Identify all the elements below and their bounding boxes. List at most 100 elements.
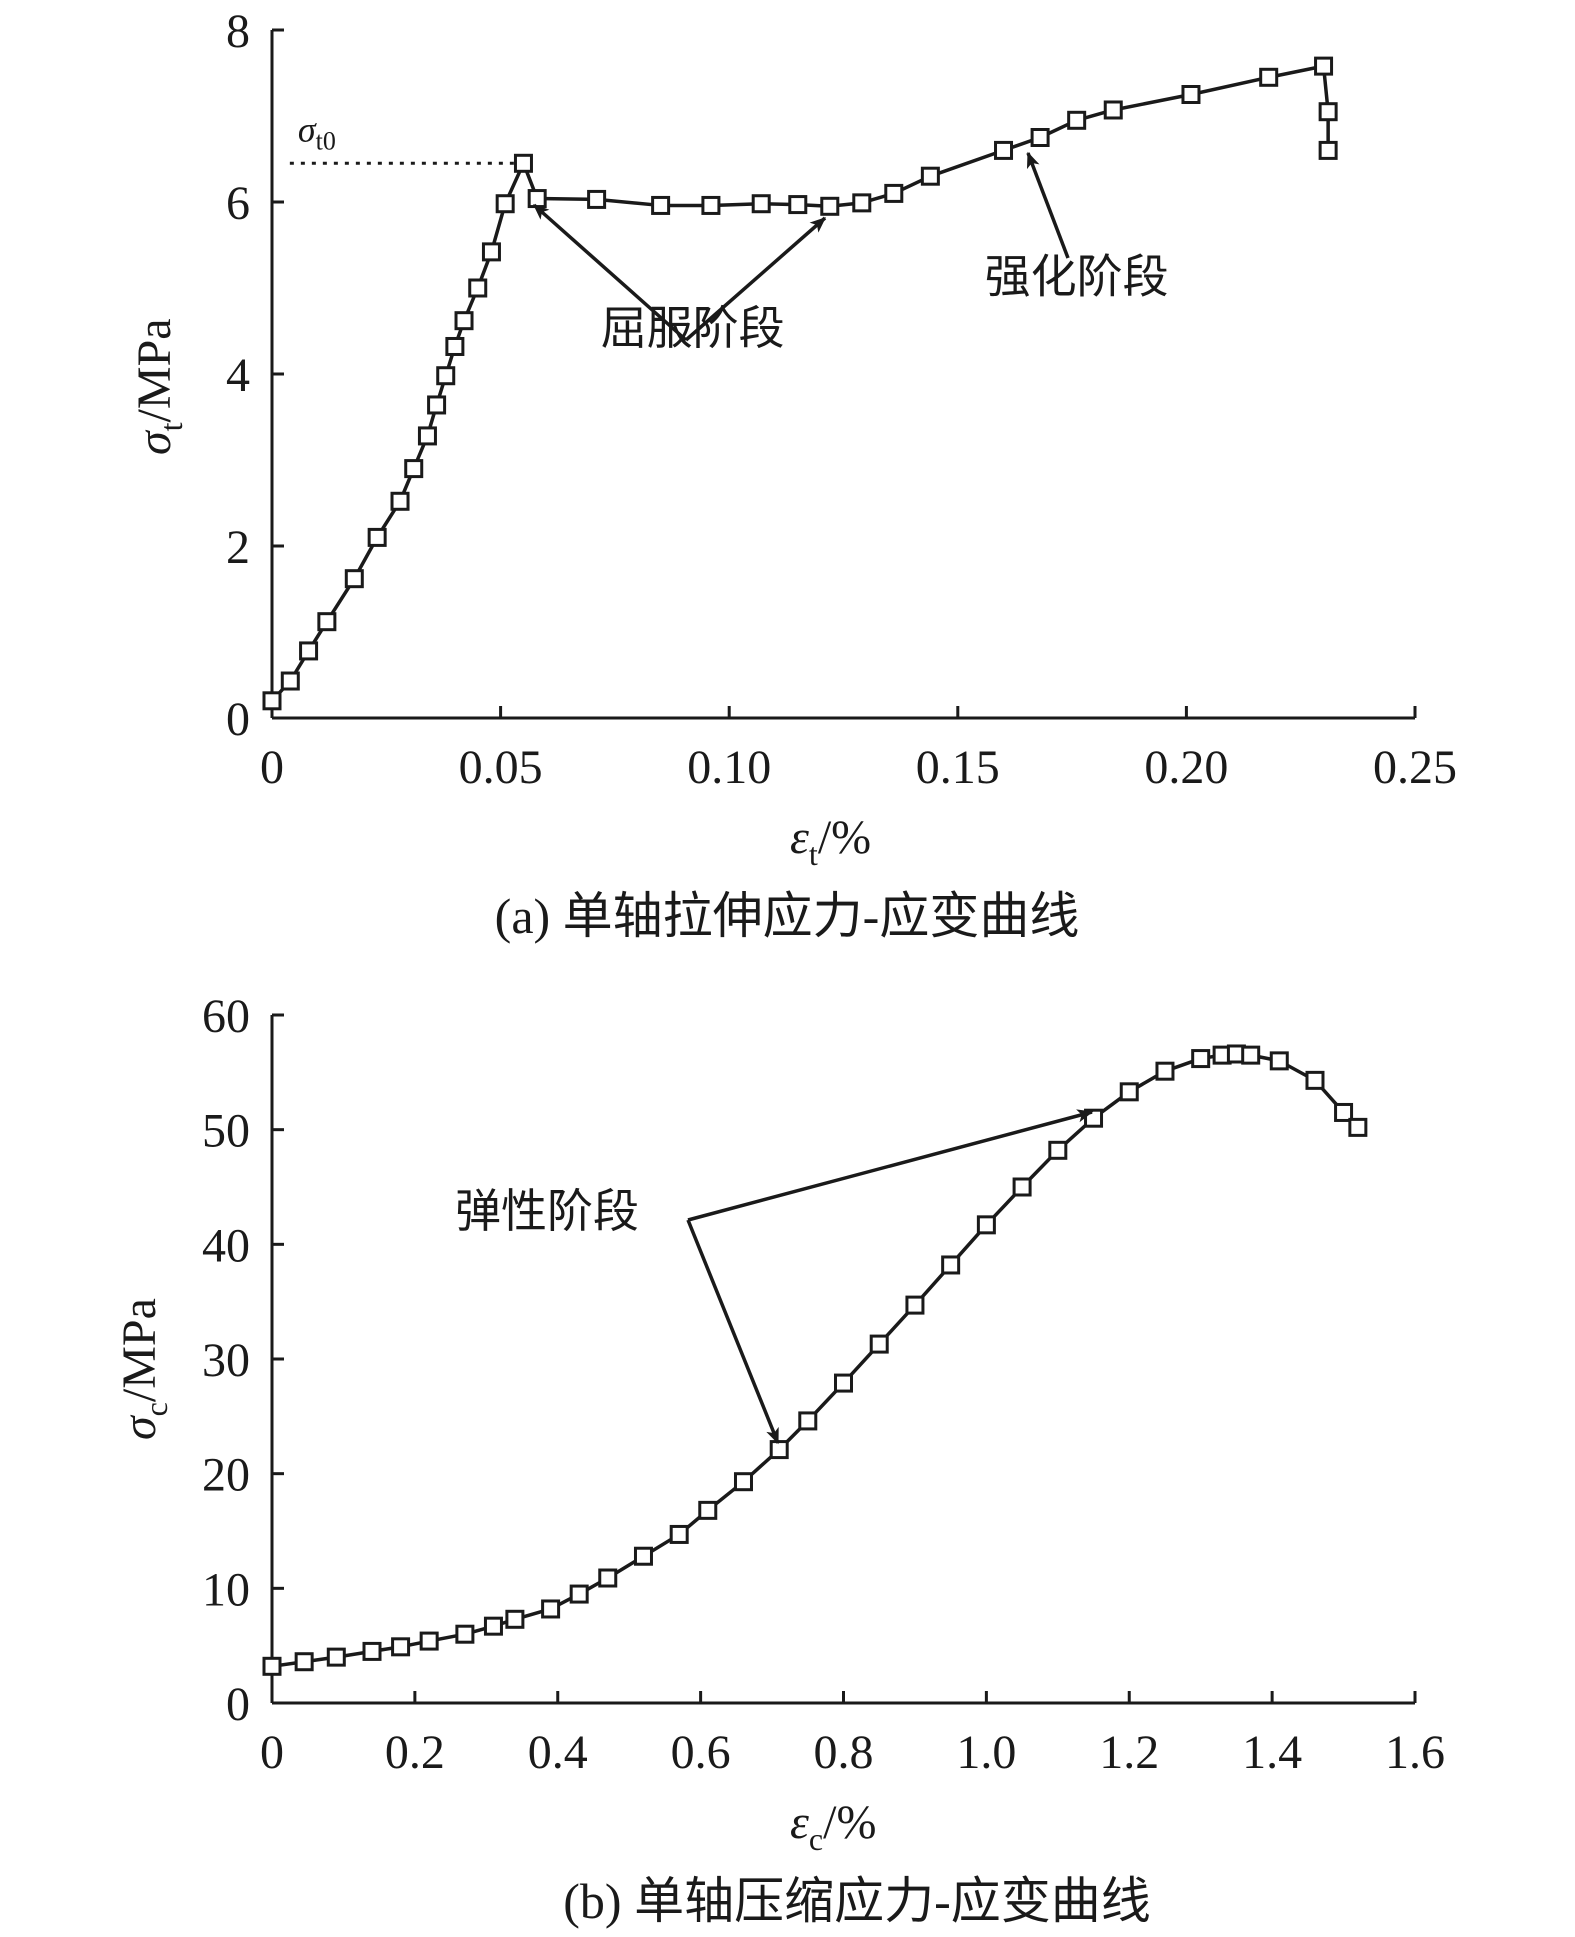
tensile-y-tick-label: 2 xyxy=(226,521,250,574)
tensile-data-point xyxy=(404,459,424,479)
compression-data-point xyxy=(483,1616,503,1636)
tensile-y-tick-labels: 0 2 4 6 8 xyxy=(226,5,250,746)
tensile-reference-line: σt0 xyxy=(289,109,524,165)
tensile-data-point xyxy=(262,691,282,711)
tensile-data-point xyxy=(701,195,721,215)
tensile-data-point xyxy=(994,140,1014,160)
compression-y-tick-label: 40 xyxy=(202,1219,250,1272)
tensile-y-tick-label: 0 xyxy=(226,693,250,746)
tensile-data-point xyxy=(427,395,447,415)
compression-data-point xyxy=(633,1546,653,1566)
tensile-data-point xyxy=(481,242,501,262)
compression-x-tick-label: 0.2 xyxy=(385,1726,445,1779)
compression-series-line xyxy=(271,1052,1360,1669)
tensile-data-point xyxy=(299,641,319,661)
compression-y-tick-label: 30 xyxy=(202,1334,250,1387)
tensile-y-tick-label: 8 xyxy=(226,5,250,58)
tensile-chart: 0 0.05 0.10 0.15 0.20 0.25 0 2 4 6 8 σt0 屈服阶段 强化阶段… xyxy=(128,5,1457,944)
compression-data-point xyxy=(262,1656,282,1676)
tensile-series-markers xyxy=(262,56,1338,711)
compression-x-tick-label: 0 xyxy=(260,1726,284,1779)
tensile-data-point xyxy=(445,336,465,356)
tensile-data-point xyxy=(1318,140,1338,160)
compression-data-point xyxy=(669,1524,689,1544)
tensile-data-point xyxy=(317,612,337,632)
compression-data-point xyxy=(598,1568,618,1588)
compression-x-tick-labels: 0 0.2 0.4 0.6 0.8 1.0 1.2 1.4 1.6 xyxy=(260,1726,1445,1779)
compression-y-tick-labels: 0 10 20 30 40 50 60 xyxy=(202,990,250,1731)
tensile-data-point xyxy=(920,166,940,186)
tensile-x-tick-label: 0.05 xyxy=(459,741,543,794)
tensile-y-tick-label: 6 xyxy=(226,177,250,230)
compression-data-point xyxy=(769,1440,789,1460)
compression-elastic-arrow-upper xyxy=(687,1109,1094,1222)
tensile-data-point xyxy=(852,193,872,213)
tensile-x-tick-label: 0.25 xyxy=(1373,741,1457,794)
tensile-y-tick-label: 4 xyxy=(226,349,250,402)
tensile-data-point xyxy=(280,671,300,691)
compression-caption: (b) 单轴压缩应力-应变曲线 xyxy=(563,1873,1150,1929)
tensile-x-tick-label: 0.10 xyxy=(687,741,771,794)
tensile-caption: (a) 单轴拉伸应力-应变曲线 xyxy=(495,888,1080,944)
compression-x-tick-label: 1.2 xyxy=(1099,1726,1159,1779)
compression-data-point xyxy=(505,1609,525,1629)
compression-y-tick-label: 20 xyxy=(202,1449,250,1502)
tensile-data-point xyxy=(587,189,607,209)
tensile-data-point xyxy=(513,153,533,173)
compression-data-point xyxy=(1119,1082,1139,1102)
compression-axes xyxy=(270,1013,1417,1705)
compression-x-tick-label: 0.4 xyxy=(528,1726,588,1779)
tensile-annotation-label: 屈服阶段 xyxy=(601,301,785,355)
tensile-series-line xyxy=(270,64,1330,702)
tensile-data-point xyxy=(1067,110,1087,130)
tensile-data-point xyxy=(1030,128,1050,147)
compression-data-point xyxy=(419,1631,439,1651)
compression-data-point xyxy=(1348,1117,1368,1137)
compression-y-axis-title: σc/MPa xyxy=(113,1298,174,1440)
tensile-data-point xyxy=(527,189,547,209)
compression-data-point xyxy=(941,1255,961,1275)
compression-data-point xyxy=(798,1411,818,1431)
compression-y-tick-label: 0 xyxy=(226,1678,250,1731)
compression-data-point xyxy=(1305,1070,1325,1090)
compression-data-point xyxy=(391,1637,411,1657)
compression-data-point xyxy=(905,1295,925,1315)
tensile-data-point xyxy=(390,491,410,511)
compression-data-point xyxy=(1155,1061,1175,1081)
compression-data-point xyxy=(1334,1102,1354,1122)
tensile-x-tick-label: 0.15 xyxy=(916,741,1000,794)
tensile-data-line xyxy=(270,64,1330,702)
compression-data-point xyxy=(1191,1049,1211,1069)
tensile-data-point xyxy=(495,194,515,214)
compression-data-point xyxy=(869,1334,889,1354)
tensile-data-point xyxy=(1259,67,1279,87)
compression-data-line xyxy=(271,1052,1360,1669)
compression-x-tick-label: 1.6 xyxy=(1385,1726,1445,1779)
compression-data-point xyxy=(1241,1045,1261,1065)
tensile-annotations: 屈服阶段 强化阶段 xyxy=(532,151,1169,355)
tensile-data-point xyxy=(788,195,808,215)
compression-data-point xyxy=(1012,1177,1032,1197)
compression-series-markers xyxy=(262,1044,1368,1676)
tensile-data-point xyxy=(1318,102,1338,122)
tensile-hardening-arrow xyxy=(1026,151,1070,259)
compression-x-tick-label: 1.4 xyxy=(1242,1726,1302,1779)
compression-y-tick-label: 60 xyxy=(202,990,250,1043)
compression-x-axis-title: εc/% xyxy=(790,1796,876,1857)
compression-data-point xyxy=(1269,1051,1289,1071)
tensile-data-point xyxy=(1314,56,1334,76)
compression-data-point xyxy=(976,1215,996,1235)
compression-data-point xyxy=(1048,1140,1068,1160)
compression-y-tick-label: 10 xyxy=(202,1563,250,1616)
tensile-data-point xyxy=(884,183,904,203)
compression-annotations: 弹性阶段 xyxy=(455,1109,1094,1445)
compression-data-point xyxy=(733,1472,753,1492)
compression-data-point xyxy=(541,1599,561,1619)
compression-data-point xyxy=(362,1641,382,1661)
tensile-yield-arrow-left xyxy=(532,203,688,342)
tensile-annotation-label: 强化阶段 xyxy=(985,249,1169,303)
tensile-axes xyxy=(270,28,1417,720)
compression-data-point xyxy=(326,1647,346,1667)
tensile-data-point xyxy=(1181,85,1201,104)
tensile-data-point xyxy=(468,278,488,298)
